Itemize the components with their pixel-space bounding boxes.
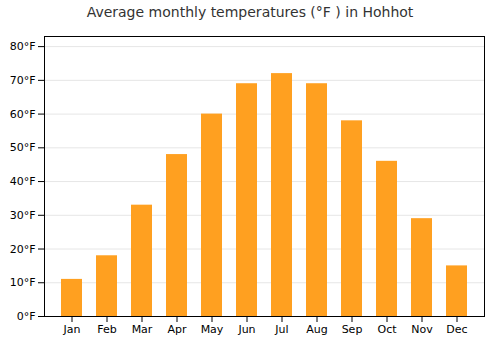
html-text:Average monthly temperatures (: Average monthly temperatures (°F ) in Ho…: [86, 4, 414, 20]
svg-text:30°F: 30°F: [10, 209, 36, 222]
svg-text:Dec: Dec: [446, 323, 467, 336]
svg-text:Nov: Nov: [411, 323, 433, 336]
svg-text:Aug: Aug: [306, 323, 327, 336]
svg-text:Jan: Jan: [63, 323, 81, 336]
svg-text:80°F: 80°F: [10, 40, 36, 53]
svg-text:20°F: 20°F: [10, 243, 36, 256]
svg-text:Apr: Apr: [167, 323, 187, 336]
svg-text:0°F: 0°F: [17, 310, 36, 323]
svg-text:60°F: 60°F: [10, 108, 36, 121]
svg-text:Jul: Jul: [274, 323, 288, 336]
svg-text:Jun: Jun: [237, 323, 255, 336]
svg-text:40°F: 40°F: [10, 175, 36, 188]
svg-text:Mar: Mar: [132, 323, 153, 336]
svg-text:50°F: 50°F: [10, 141, 36, 154]
svg-text:10°F: 10°F: [10, 276, 36, 289]
svg-text:Oct: Oct: [377, 323, 397, 336]
svg-text:May: May: [201, 323, 224, 336]
svg-text:Sep: Sep: [342, 323, 363, 336]
svg-text:70°F: 70°F: [10, 74, 36, 87]
svg-text:Feb: Feb: [97, 323, 116, 336]
